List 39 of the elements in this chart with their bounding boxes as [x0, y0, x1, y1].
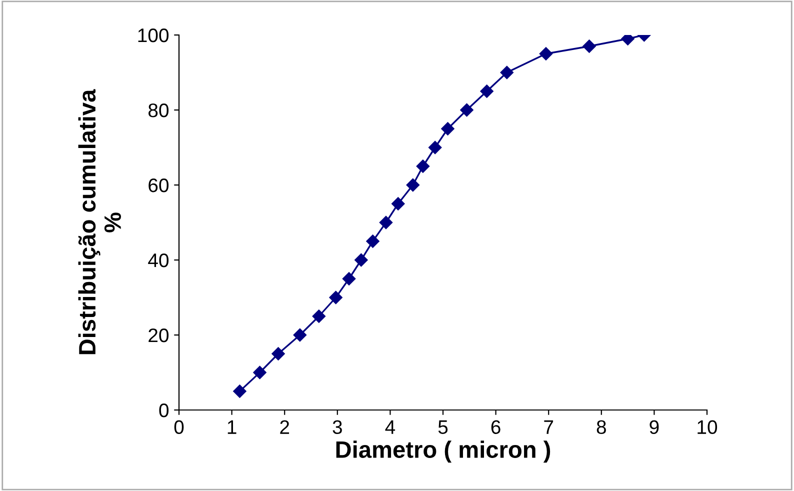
x-tick-label: 1: [228, 420, 236, 434]
point: [329, 290, 342, 304]
point: [272, 347, 285, 360]
point: [233, 384, 246, 398]
point: [500, 66, 514, 80]
point: [539, 47, 553, 60]
x-tick-label: 6: [491, 420, 500, 434]
point: [392, 197, 405, 210]
point: [428, 140, 442, 154]
x-tick-label: 2: [280, 420, 290, 434]
point: [406, 178, 420, 192]
y-tick-label: 80: [148, 103, 169, 118]
y-tick-label: 40: [148, 253, 169, 268]
point: [342, 272, 356, 286]
y-tick-label: 100: [138, 28, 169, 42]
point: [441, 122, 454, 136]
x-tick-label: 9: [650, 420, 659, 434]
point: [480, 84, 494, 98]
y-axis-title: Distribuição cumulativa %: [78, 89, 122, 354]
x-axis-title: Diametro ( micron ): [336, 440, 550, 463]
point: [379, 216, 393, 230]
x-tick-label: 5: [438, 420, 448, 434]
point: [354, 253, 368, 267]
point: [582, 40, 596, 53]
point: [416, 160, 430, 173]
x-tick-label: 0: [174, 420, 184, 434]
point: [312, 310, 326, 323]
x-tick-label: 3: [332, 420, 342, 434]
point: [253, 366, 266, 380]
x-tick-label: 4: [385, 420, 396, 434]
x-tick-label: 10: [698, 420, 718, 434]
y-tick-label: 60: [148, 178, 169, 192]
point: [366, 234, 380, 248]
y-tick-label: 0: [159, 403, 169, 418]
point: [460, 103, 474, 117]
point: [293, 328, 306, 342]
x-tick-label: 8: [596, 420, 606, 434]
y-tick-label: 20: [148, 328, 169, 342]
x-tick-label: 7: [544, 420, 554, 434]
